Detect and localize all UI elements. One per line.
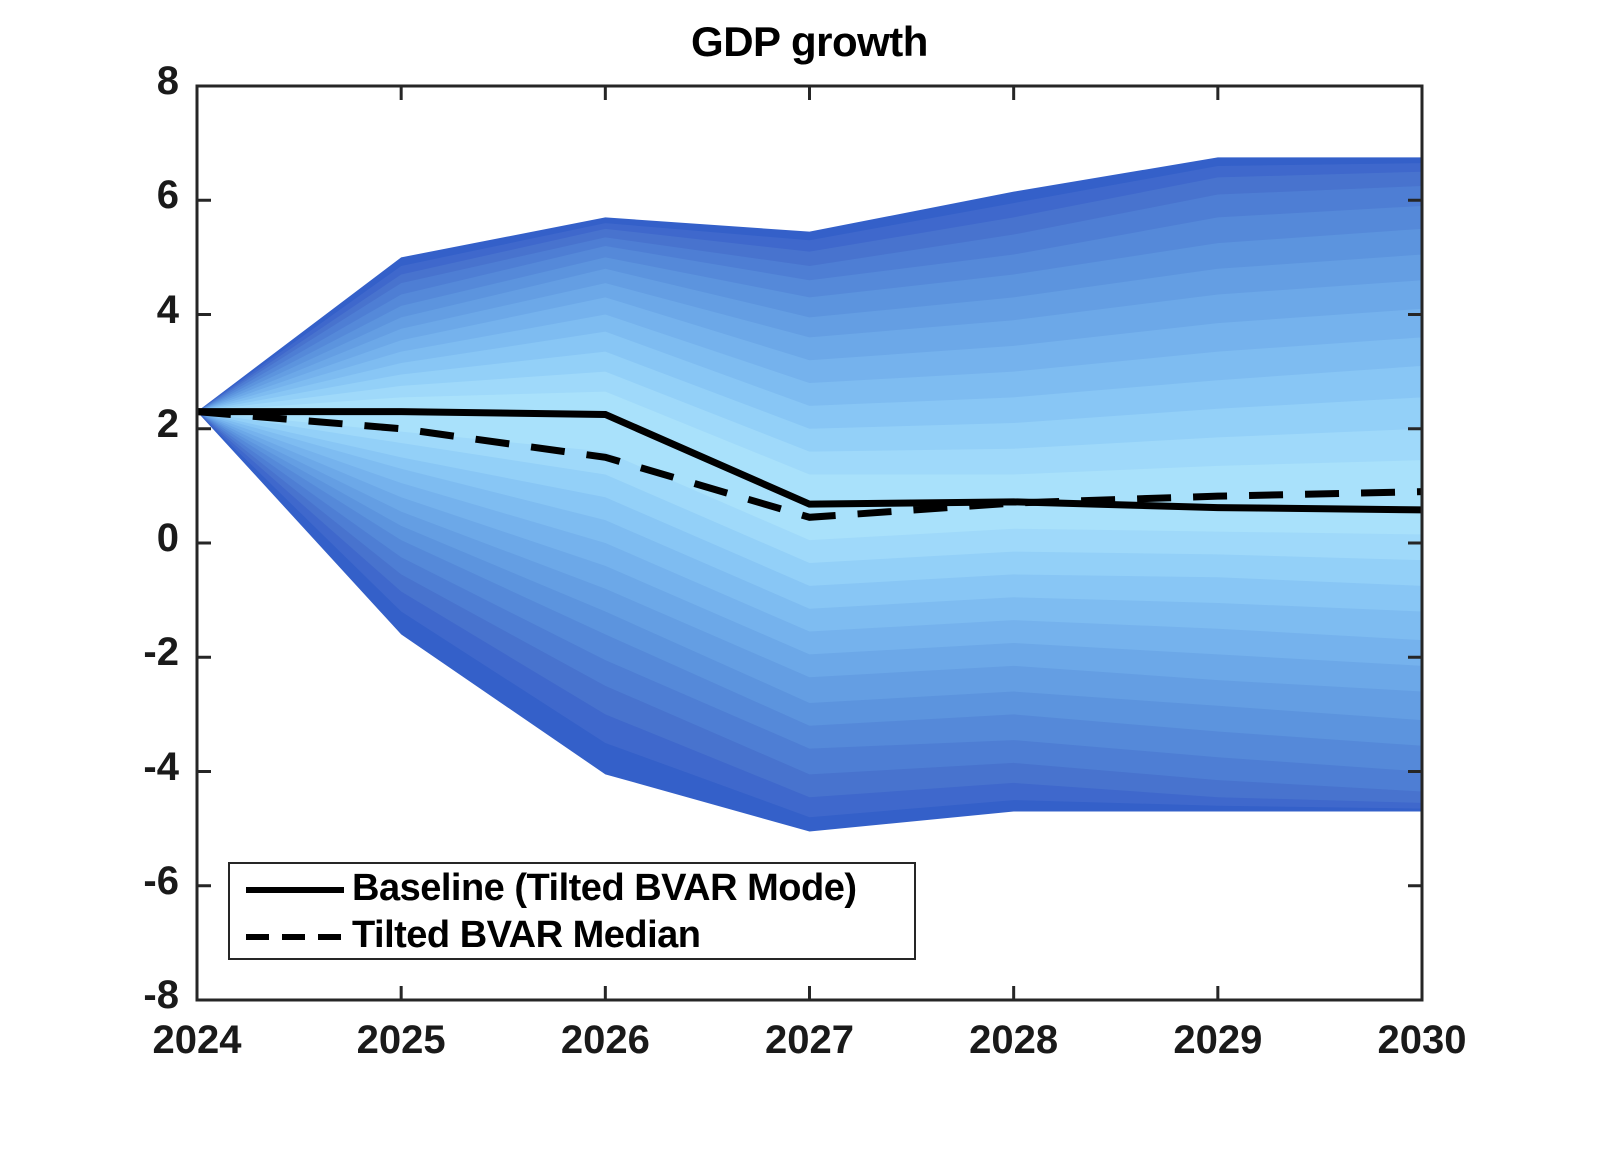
x-axis-tick-label: 2027	[765, 1018, 854, 1062]
legend-item-label: Tilted BVAR Median	[352, 914, 701, 956]
x-axis-tick-label: 2025	[356, 1018, 446, 1062]
x-axis-tick-label: 2026	[560, 1018, 650, 1062]
y-axis-tick-label: 6	[156, 173, 179, 218]
y-axis-tick-label: 0	[156, 516, 179, 560]
x-axis-tick-label: 2029	[1173, 1018, 1263, 1062]
y-axis-tick-label: 2	[156, 401, 179, 446]
y-axis-tick-label: -8	[143, 973, 179, 1017]
y-axis-tick-label: -4	[143, 744, 179, 789]
axis-tick-marks	[195, 84, 1424, 1002]
legend-item-median[interactable]: Tilted BVAR Median	[230, 911, 914, 960]
series-line-group	[196, 408, 1423, 521]
legend-line-sample-dashed	[246, 926, 344, 946]
page-title: GDP growth	[691, 18, 928, 65]
x-axis-tick-label: 2024	[152, 1018, 242, 1062]
y-axis-tick-label: -2	[143, 630, 179, 675]
y-axis-tick-label: 4	[156, 287, 179, 332]
legend-line-sample-solid	[246, 879, 344, 899]
y-axis-tick-label: -6	[143, 858, 179, 903]
x-axis-tick-label: 2030	[1377, 1018, 1467, 1062]
legend-item-label: Baseline (Tilted BVAR Mode)	[352, 867, 857, 909]
legend: Baseline (Tilted BVAR Mode) Tilted BVAR …	[228, 862, 916, 960]
fan-band-group	[197, 157, 1422, 832]
y-axis-tick-label: 8	[156, 59, 179, 103]
legend-item-baseline[interactable]: Baseline (Tilted BVAR Mode)	[230, 864, 914, 913]
x-axis-tick-label: 2028	[969, 1018, 1059, 1062]
